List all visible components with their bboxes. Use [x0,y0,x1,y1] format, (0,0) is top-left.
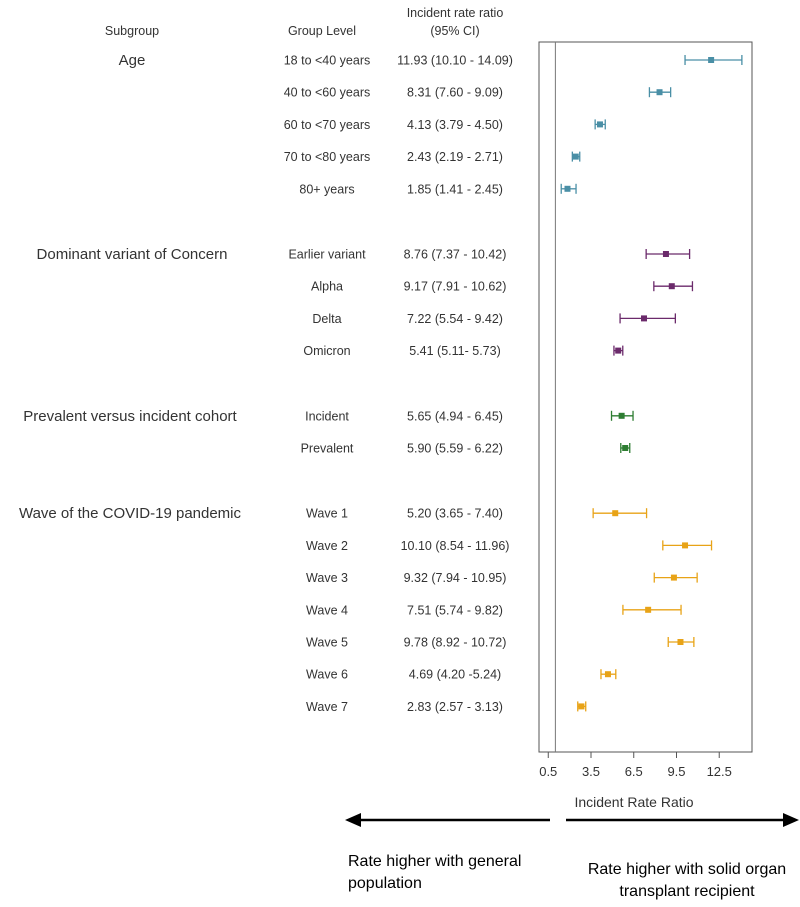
forest-row: Earlier variant 8.76 (7.37 - 10.42) [288,248,691,262]
point-estimate [656,89,663,96]
forest-row: 18 to <40 years 11.93 (10.10 - 14.09) [284,54,743,68]
header-ratio-line2: (95% CI) [430,24,479,38]
forest-row: Wave 5 9.78 (8.92 - 10.72) [306,636,695,650]
ratio-ci-label: 5.41 (5.11- 5.73) [409,344,501,358]
forest-row: Wave 6 4.69 (4.20 -5.24) [306,668,617,682]
annotation-left: Rate higher with general population [348,853,522,892]
header-ratio-line1: Incident rate ratio [407,6,504,20]
ratio-ci-label: 9.17 (7.91 - 10.62) [404,280,507,294]
forest-row: Wave 2 10.10 (8.54 - 11.96) [306,539,713,553]
point-estimate [615,347,622,354]
x-tick-label: 3.5 [582,764,600,779]
ratio-ci-label: 4.13 (3.79 - 4.50) [407,118,503,132]
forest-row: Delta 7.22 (5.54 - 9.42) [312,312,676,326]
point-estimate [596,121,603,128]
ratio-ci-label: 9.78 (8.92 - 10.72) [404,636,507,650]
ratio-ci-label: 9.32 (7.94 - 10.95) [404,571,507,585]
point-estimate [578,703,585,710]
forest-row: Prevalent 5.90 (5.59 - 6.22) [301,442,631,456]
ratio-ci-label: 7.22 (5.54 - 9.42) [407,312,503,326]
group-level-label: Wave 1 [306,507,348,521]
point-estimate [670,574,677,581]
ratio-ci-label: 5.90 (5.59 - 6.22) [407,442,503,456]
forest-row: 40 to <60 years 8.31 (7.60 - 9.09) [284,86,672,100]
ratio-ci-label: 11.93 (10.10 - 14.09) [397,54,513,68]
ratio-ci-label: 2.43 (2.19 - 2.71) [407,150,503,164]
forest-row: Alpha 9.17 (7.91 - 10.62) [311,280,694,294]
plot-frame [538,41,753,753]
group-level-label: 60 to <70 years [284,118,371,132]
ratio-ci-label: 8.31 (7.60 - 9.09) [407,86,503,100]
point-estimate [645,606,652,613]
x-tick-label: 9.5 [667,764,685,779]
x-tick-label: 6.5 [625,764,643,779]
ratio-ci-label: 2.83 (2.57 - 3.13) [407,700,503,714]
group-level-label: Wave 7 [306,700,348,714]
group-level-label: Wave 2 [306,539,348,553]
group-level-label: Earlier variant [288,248,366,262]
group-level-label: Wave 5 [306,636,348,650]
group-level-label: Wave 6 [306,668,348,682]
x-axis-label: Incident Rate Ratio [574,794,693,810]
forest-row: 70 to <80 years 2.43 (2.19 - 2.71) [284,150,581,164]
point-estimate [641,315,648,322]
point-estimate [708,57,715,63]
group-level-label: Delta [312,312,341,326]
group-level-label: Wave 3 [306,571,348,585]
header-subgroup: Subgroup [105,24,159,38]
group-level-label: Wave 4 [306,603,348,617]
ratio-ci-label: 1.85 (1.41 - 2.45) [407,182,503,196]
point-estimate [564,185,571,192]
ratio-ci-label: 8.76 (7.37 - 10.42) [404,248,507,262]
ratio-ci-label: 5.65 (4.94 - 6.45) [407,409,503,423]
forest-row: Wave 4 7.51 (5.74 - 9.82) [306,603,682,617]
forest-row: Incident 5.65 (4.94 - 6.45) [305,409,634,423]
point-estimate [604,671,611,678]
ratio-ci-label: 4.69 (4.20 -5.24) [409,668,501,682]
ratio-ci-label: 10.10 (8.54 - 11.96) [401,539,510,553]
point-estimate [618,412,625,419]
point-estimate [677,639,684,645]
group-label: Dominant variant of Concern [37,246,228,263]
header-group-level: Group Level [288,24,356,38]
group-level-label: 40 to <60 years [284,86,371,100]
right-arrow [566,813,799,827]
group-level-label: Omicron [303,344,350,358]
annotation-right: Rate higher with solid organ transplant … [587,861,787,900]
group-label: Age [119,52,146,69]
group-level-label: Prevalent [301,442,354,456]
group-level-label: 70 to <80 years [284,150,371,164]
forest-row: Omicron 5.41 (5.11- 5.73) [303,344,624,358]
group-level-label: Incident [305,409,349,423]
x-tick-label: 12.5 [707,764,732,779]
forest-row: 80+ years 1.85 (1.41 - 2.45) [299,182,577,196]
point-estimate [572,153,579,160]
group-level-label: 80+ years [299,182,354,196]
ratio-ci-label: 5.20 (3.65 - 7.40) [407,507,503,521]
group-label: Wave of the COVID-19 pandemic [19,505,242,522]
group-label: Prevalent versus incident cohort [23,408,237,425]
left-arrow [345,813,550,827]
point-estimate [668,283,675,290]
point-estimate [682,542,689,549]
group-level-label: 18 to <40 years [284,54,371,68]
point-estimate [622,445,629,451]
forest-row: 60 to <70 years 4.13 (3.79 - 4.50) [284,118,606,132]
point-estimate [612,510,619,517]
x-tick-label: 0.5 [539,764,557,779]
point-estimate [662,251,669,257]
ratio-ci-label: 7.51 (5.74 - 9.82) [407,603,503,617]
forest-row: Wave 3 9.32 (7.94 - 10.95) [306,571,698,585]
forest-row: Wave 1 5.20 (3.65 - 7.40) [306,507,648,521]
forest-row: Wave 7 2.83 (2.57 - 3.13) [306,700,587,714]
group-level-label: Alpha [311,280,343,294]
